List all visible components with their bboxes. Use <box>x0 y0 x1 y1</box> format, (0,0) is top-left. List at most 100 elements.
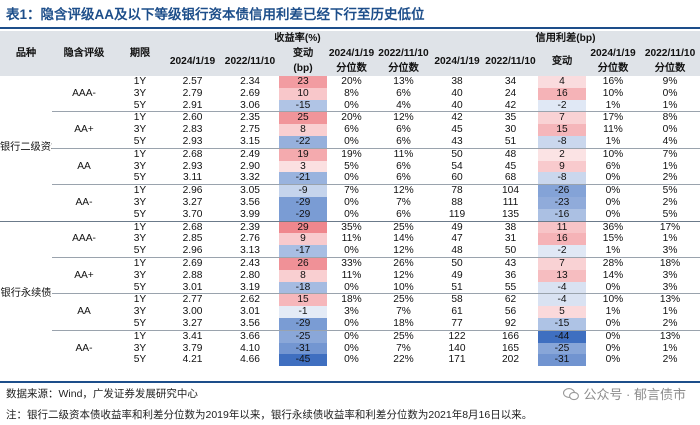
yield-date2-cell: 2.76 <box>240 233 260 245</box>
table-row: 银行永续债 AAA- 1Y 2.68 2.39 29 35% 25% 49 38 11 36% 17% <box>0 220 700 367</box>
yield-date1-cell: 2.93 <box>182 135 203 147</box>
table-row: 3Y 3.00 3.01 -1 3% 7% 61 56 5 1% 1% <box>0 306 700 318</box>
title-divider <box>0 27 700 29</box>
yield-pct2-cell: 25% <box>376 220 431 234</box>
yield-date1-cell: 2.93 <box>182 160 203 172</box>
tenor-cell: 1Y <box>116 147 164 161</box>
yield-pct1-cell: 0% <box>344 172 359 184</box>
spread-date1-cell: 48 <box>451 245 463 257</box>
spread-date2-cell: 30 <box>504 124 517 136</box>
tenor-cell: 1Y <box>116 184 164 197</box>
header-spread-date1: 2024/1/19 <box>431 46 483 76</box>
header-rating: 隐含评级 <box>52 31 116 76</box>
yield-date2-cell: 2.90 <box>240 160 260 172</box>
spread-date2-cell: 31 <box>504 233 517 245</box>
yield-date1-cell: 2.96 <box>182 245 203 257</box>
spread-pct1-cell: 0% <box>605 317 621 329</box>
spread-pct1-cell: 15% <box>602 233 624 245</box>
yield-pct2-cell: 6% <box>396 160 411 172</box>
yield-pct2-cell: 25% <box>376 293 431 307</box>
spread-pct2-cell: 18% <box>640 256 700 270</box>
tenor-cell: 1Y <box>116 293 164 307</box>
yield-change-cell: 26 <box>279 256 327 270</box>
yield-date2-cell: 2.35 <box>221 111 279 125</box>
yield-date2-cell: 3.56 <box>240 196 260 208</box>
yield-date1-cell: 2.68 <box>164 147 221 161</box>
spread-change-cell: 15 <box>538 124 586 136</box>
spread-change-cell: -44 <box>538 329 586 343</box>
yield-pct2-cell: 7% <box>396 306 411 318</box>
spread-date1-cell: 47 <box>451 233 463 245</box>
tenor-cell: 3Y <box>133 196 147 208</box>
table-row: 5Y 3.01 3.19 -18 0% 10% 51 55 -4 0% 3% <box>0 281 700 294</box>
table-row: 3Y 2.85 2.76 9 11% 14% 47 31 16 15% 1% <box>0 233 700 246</box>
spread-date2-cell: 45 <box>504 160 517 172</box>
spread-pct2-cell: 9% <box>662 76 678 87</box>
yield-pct1-cell: 0% <box>344 342 359 354</box>
spread-date1-cell: 51 <box>451 281 463 293</box>
table-row: AA+ 1Y 2.60 2.35 25 20% 12% 42 35 7 17% 8% <box>0 111 700 149</box>
spread-pct2-cell: 3% <box>662 269 678 281</box>
yield-date1-cell: 2.77 <box>164 293 221 307</box>
spread-pct2-cell: 0% <box>662 87 678 99</box>
spread-pct1-cell: 10% <box>602 87 624 99</box>
spread-pct2-cell: 0% <box>662 124 678 136</box>
spread-date1-cell: 54 <box>451 160 463 172</box>
table-row: 5Y 3.70 3.99 -29 0% 6% 119 135 -16 0% 5% <box>0 208 700 222</box>
spread-change-cell: -31 <box>538 354 586 367</box>
spread-change-cell: -8 <box>538 172 586 185</box>
rating-cell: AA+ <box>52 111 116 149</box>
yield-change-cell: 25 <box>279 111 327 125</box>
header-yield-change: 变动 (bp) <box>279 46 327 76</box>
header-product: 品种 <box>0 31 52 76</box>
tenor-cell: 3Y <box>133 124 147 136</box>
spread-date1-cell: 119 <box>448 208 466 220</box>
spread-date2-cell: 50 <box>504 245 517 257</box>
yield-pct1-cell: 3% <box>344 306 359 318</box>
table-row: AA- 1Y 2.96 3.05 -9 7% 12% 78 104 -26 0% 5% <box>0 184 700 222</box>
yield-change-cell: 19 <box>279 147 327 161</box>
spread-date1-cell: 49 <box>431 220 483 234</box>
spread-date1-cell: 45 <box>451 124 463 136</box>
spread-pct1-cell: 0% <box>605 196 621 208</box>
spread-date2-cell: 166 <box>483 329 538 343</box>
yield-pct1-cell: 19% <box>327 147 376 161</box>
yield-date1-cell: 4.21 <box>182 354 203 366</box>
footnote: 注：银行二级资本债收益率和利差分位数为2019年以来，银行永续债收益率和利差分位… <box>6 409 533 421</box>
spread-pct1-cell: 28% <box>586 256 640 270</box>
yield-date2-cell: 3.01 <box>240 306 260 318</box>
yield-date1-cell: 3.27 <box>182 317 203 329</box>
yield-date2-cell: 2.49 <box>221 147 279 161</box>
table-body: 银行二级资本债AAA-1Y2.572.342320%13%3834416%9%3… <box>0 76 700 367</box>
spread-pct1-cell: 10% <box>586 147 640 161</box>
table-row: AA+ 1Y 2.69 2.43 26 33% 26% 50 43 7 28% 18% <box>0 256 700 294</box>
yield-pct2-cell: 7% <box>396 342 411 354</box>
spread-change-cell: -2 <box>538 99 586 112</box>
spread-date1-cell: 60 <box>451 172 463 184</box>
header-yield-date1: 2024/1/19 <box>164 46 221 76</box>
yield-pct2-cell: 12% <box>376 111 431 125</box>
spread-pct2-cell: 8% <box>640 111 700 125</box>
yield-pct2-cell: 25% <box>376 329 431 343</box>
yield-pct1-cell: 7% <box>327 184 376 197</box>
header-yield-pct1: 2024/1/19 分位数 <box>327 46 376 76</box>
spread-pct1-cell: 17% <box>586 111 640 125</box>
spread-date2-cell: 51 <box>504 135 517 147</box>
spread-pct2-cell: 1% <box>662 306 678 318</box>
yield-date1-cell: 3.70 <box>182 208 203 220</box>
yield-date1-cell: 2.68 <box>164 220 221 234</box>
yield-date1-cell: 2.91 <box>182 99 203 111</box>
rating-cell: AA+ <box>52 256 116 294</box>
spread-pct2-cell: 1% <box>662 99 678 111</box>
yield-pct1-cell: 0% <box>344 208 359 220</box>
tenor-cell: 1Y <box>116 256 164 270</box>
yield-change-cell: 23 <box>279 76 327 88</box>
yield-date2-cell: 3.56 <box>240 317 260 329</box>
yield-date2-cell: 2.43 <box>221 256 279 270</box>
yield-pct1-cell: 0% <box>344 135 359 147</box>
yield-pct1-cell: 20% <box>341 76 362 87</box>
yield-pct2-cell: 6% <box>396 135 411 147</box>
spread-date1-cell: 49 <box>451 269 463 281</box>
table-row: AA- 1Y 3.41 3.66 -25 0% 25% 122 166 -44 0% 13% <box>0 329 700 367</box>
table-row: AA 1Y 2.77 2.62 15 18% 25% 58 62 -4 10% 13% <box>0 293 700 331</box>
